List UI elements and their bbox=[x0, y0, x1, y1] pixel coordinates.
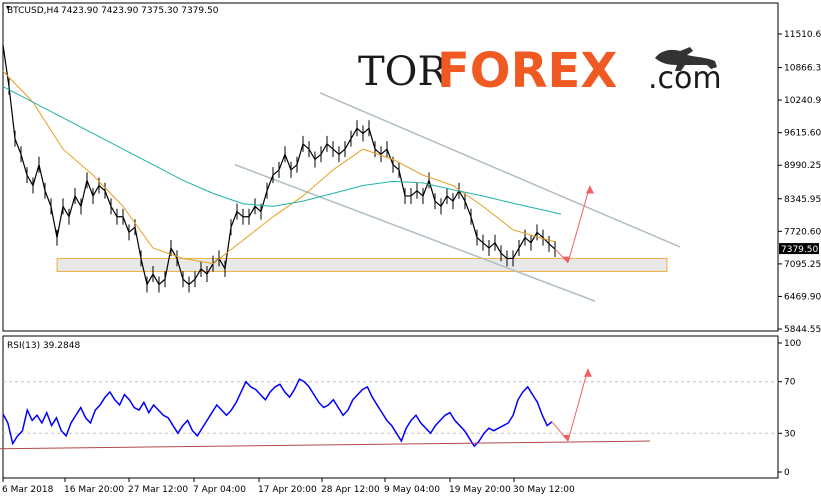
rsi-tick-label: 0 bbox=[784, 468, 790, 478]
price-tick-label: 8990.25 bbox=[784, 161, 821, 171]
price-tick-label: 8345.95 bbox=[784, 195, 821, 205]
price-tick-label: 10866.30 bbox=[784, 64, 821, 74]
price-panel: 11510.60 10866.30 10240.95 9615.60 8990.25 83… bbox=[2, 2, 821, 335]
rsi-tick-label: 100 bbox=[784, 339, 801, 349]
time-tick-label: 30 May 12:00 bbox=[513, 485, 575, 495]
price-tick-label: 7720.60 bbox=[784, 227, 821, 237]
time-tick-label: 9 May 04:00 bbox=[384, 485, 440, 495]
time-tick-label: 16 Mar 20:00 bbox=[64, 485, 124, 495]
price-panel-frame bbox=[2, 2, 779, 332]
price-tick-label: 11510.60 bbox=[784, 30, 821, 40]
forecast-down-arrow bbox=[554, 248, 569, 263]
rsi-tick-label: 70 bbox=[784, 378, 796, 388]
time-tick-label: 27 Mar 12:00 bbox=[128, 485, 188, 495]
logo-forex: FOREX bbox=[437, 43, 617, 99]
rsi-axis-ticks: 100 70 30 0 bbox=[3, 339, 801, 478]
chart-header-symbol: BTCUSD,H4 bbox=[7, 6, 59, 16]
channel-upper-line bbox=[319, 92, 681, 248]
ma-fast-series bbox=[2, 70, 556, 265]
price-axis-ticks: 11510.60 10866.30 10240.95 9615.60 8990.25 83… bbox=[778, 30, 821, 335]
rsi-up-arrowhead bbox=[584, 368, 592, 377]
support-zone bbox=[56, 257, 668, 272]
header-dropdown-icon[interactable] bbox=[6, 6, 10, 10]
rsi-panel: 100 70 30 0 RSI(13) 39.2848 bbox=[0, 335, 801, 479]
rsi-panel-frame bbox=[2, 335, 779, 479]
price-tick-label: 10240.95 bbox=[784, 96, 821, 106]
current-price-label: 7379.50 bbox=[781, 245, 818, 255]
price-tick-label: 5844.55 bbox=[784, 325, 821, 335]
rsi-label: RSI(13) 39.2848 bbox=[7, 341, 80, 351]
price-marks bbox=[2, 36, 681, 302]
current-price-box bbox=[779, 243, 819, 255]
chart-header-ohlc: 7423.90 7423.90 7375.30 7379.50 bbox=[61, 6, 219, 16]
time-tick-label: 19 May 20:00 bbox=[449, 485, 511, 495]
forecast-up-arrowhead bbox=[586, 185, 594, 194]
rsi-tick-label: 30 bbox=[784, 429, 796, 439]
price-tick-label: 6469.90 bbox=[784, 292, 821, 302]
time-tick-label: 6 Mar 2018 bbox=[2, 485, 54, 495]
rsi-up-arrow bbox=[567, 368, 589, 442]
price-tick-label: 7095.25 bbox=[784, 260, 821, 270]
rsi-marks bbox=[0, 368, 651, 450]
time-axis: 6 Mar 2018 16 Mar 20:00 27 Mar 12:00 7 Apr … bbox=[2, 478, 575, 495]
time-tick-label: 28 Apr 12:00 bbox=[321, 485, 380, 495]
time-tick-label: 17 Apr 20:00 bbox=[258, 485, 317, 495]
logo-tor: TOR bbox=[358, 49, 449, 95]
ma-slow-series bbox=[2, 86, 562, 215]
forecast-up-arrow bbox=[567, 185, 591, 263]
time-tick-label: 7 Apr 04:00 bbox=[193, 485, 246, 495]
price-tick-label: 9615.60 bbox=[784, 129, 821, 139]
bull-icon bbox=[655, 47, 717, 71]
rsi-trend-line bbox=[0, 440, 651, 450]
logo: TOR FOREX .com bbox=[358, 43, 722, 99]
rsi-series bbox=[2, 378, 553, 448]
channel-lower-line bbox=[234, 164, 596, 302]
